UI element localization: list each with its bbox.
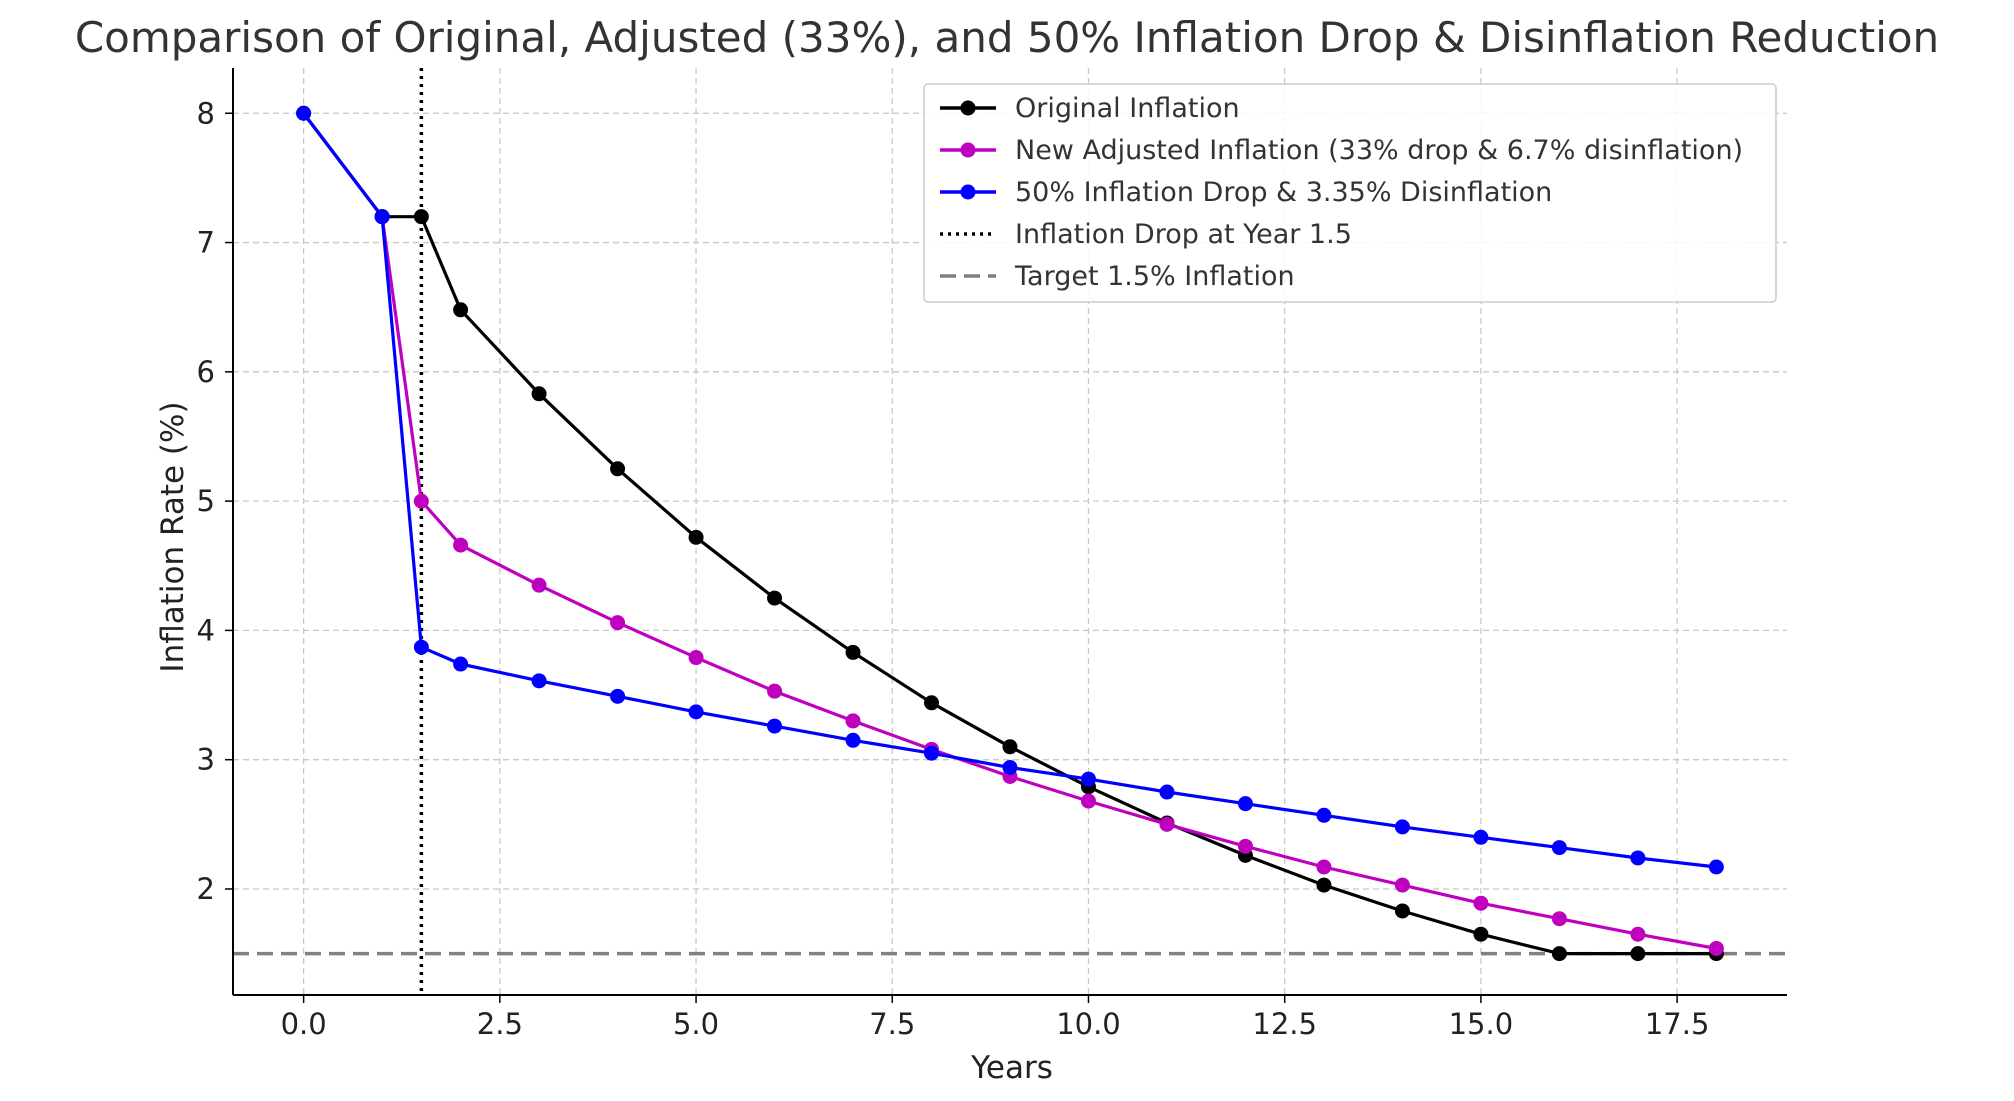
data-point — [1080, 771, 1096, 787]
data-point — [1316, 877, 1332, 893]
x-tick-label: 10.0 — [1056, 1007, 1121, 1041]
data-point — [767, 718, 783, 734]
y-tick-label: 7 — [197, 226, 215, 260]
x-tick-label: 5.0 — [673, 1007, 719, 1041]
legend-label: Target 1.5% Inflation — [1014, 261, 1295, 292]
legend: Original Inflation New Adjusted Inflation… — [923, 83, 1777, 303]
x-tick-label: 2.5 — [477, 1007, 523, 1041]
legend-item: Original Inflation — [940, 93, 1240, 124]
legend-item: Target 1.5% Inflation — [940, 261, 1295, 292]
data-point — [610, 461, 626, 477]
data-point — [1473, 926, 1489, 942]
y-tick-label: 5 — [197, 484, 215, 518]
y-tick-label: 2 — [197, 872, 215, 906]
data-point — [453, 302, 469, 318]
x-tick-label: 15.0 — [1449, 1007, 1514, 1041]
data-point — [1551, 840, 1567, 856]
data-point — [1473, 895, 1489, 911]
legend-box — [923, 83, 1777, 303]
data-point — [296, 105, 312, 121]
x-axis-label: Years — [970, 1050, 1053, 1086]
series-line — [302, 112, 1717, 951]
legend-label: 50% Inflation Drop & 3.35% Disinflation — [1015, 177, 1552, 208]
y-tick-label: 3 — [197, 743, 215, 777]
data-point — [531, 577, 547, 593]
data-point — [924, 695, 940, 711]
data-point — [1551, 946, 1567, 962]
data-point — [453, 537, 469, 553]
chart-title: Comparison of Original, Adjusted (33%), … — [75, 13, 1939, 62]
axes — [232, 68, 1787, 996]
data-point — [1002, 739, 1018, 755]
data-point — [924, 745, 940, 761]
data-point — [1080, 793, 1096, 809]
data-point — [1237, 838, 1253, 854]
y-axis-label: Inflation Rate (%) — [155, 401, 191, 672]
data-point — [374, 209, 390, 225]
data-point — [531, 673, 547, 689]
data-point — [767, 683, 783, 699]
data-point — [413, 639, 429, 655]
data-point — [767, 590, 783, 606]
data-point — [1708, 859, 1724, 875]
data-point — [453, 656, 469, 672]
data-point — [1551, 911, 1567, 927]
data-point — [1630, 926, 1646, 942]
data-point — [1002, 759, 1018, 775]
data-point — [1394, 903, 1410, 919]
x-tick-label: 7.5 — [869, 1007, 915, 1041]
y-tick-label: 4 — [197, 613, 215, 647]
series-3 — [296, 105, 1724, 875]
data-point — [1708, 940, 1724, 956]
data-point — [531, 386, 547, 402]
data-point — [688, 529, 704, 545]
data-point — [688, 650, 704, 666]
legend-marker — [960, 100, 976, 116]
data-point — [1159, 816, 1175, 832]
data-point — [1316, 807, 1332, 823]
legend-label: Original Inflation — [1015, 93, 1240, 124]
series-line — [302, 112, 1717, 869]
data-point — [1159, 784, 1175, 800]
series-layer — [296, 105, 1724, 962]
data-point — [1316, 859, 1332, 875]
y-tick-label: 6 — [197, 355, 215, 389]
legend-label: Inflation Drop at Year 1.5 — [1015, 219, 1352, 250]
series-line — [302, 112, 1717, 956]
data-point — [845, 713, 861, 729]
legend-label: New Adjusted Inflation (33% drop & 6.7% … — [1015, 135, 1743, 166]
data-point — [610, 688, 626, 704]
data-point — [688, 704, 704, 720]
legend-marker — [960, 142, 976, 158]
x-tick-label: 17.5 — [1645, 1007, 1710, 1041]
data-point — [1630, 946, 1646, 962]
x-tick-label: 12.5 — [1252, 1007, 1317, 1041]
data-point — [1237, 796, 1253, 812]
x-tick-label: 0.0 — [281, 1007, 327, 1041]
data-point — [1630, 850, 1646, 866]
data-point — [1473, 829, 1489, 845]
legend-item: Inflation Drop at Year 1.5 — [940, 219, 1352, 250]
data-point — [1394, 819, 1410, 835]
y-tick-label: 8 — [197, 96, 215, 130]
data-point — [845, 732, 861, 748]
legend-item: New Adjusted Inflation (33% drop & 6.7% … — [940, 135, 1743, 166]
data-point — [845, 644, 861, 660]
legend-item: 50% Inflation Drop & 3.35% Disinflation — [940, 177, 1552, 208]
data-point — [1394, 877, 1410, 893]
data-point — [610, 615, 626, 631]
data-point — [413, 209, 429, 225]
legend-marker — [960, 184, 976, 200]
data-point — [413, 493, 429, 509]
ticks: 0.0 2.5 5.0 7.5 10.0 12.5 15.0 17.5 2 3 4 5 6 7 8 — [197, 96, 1710, 1041]
